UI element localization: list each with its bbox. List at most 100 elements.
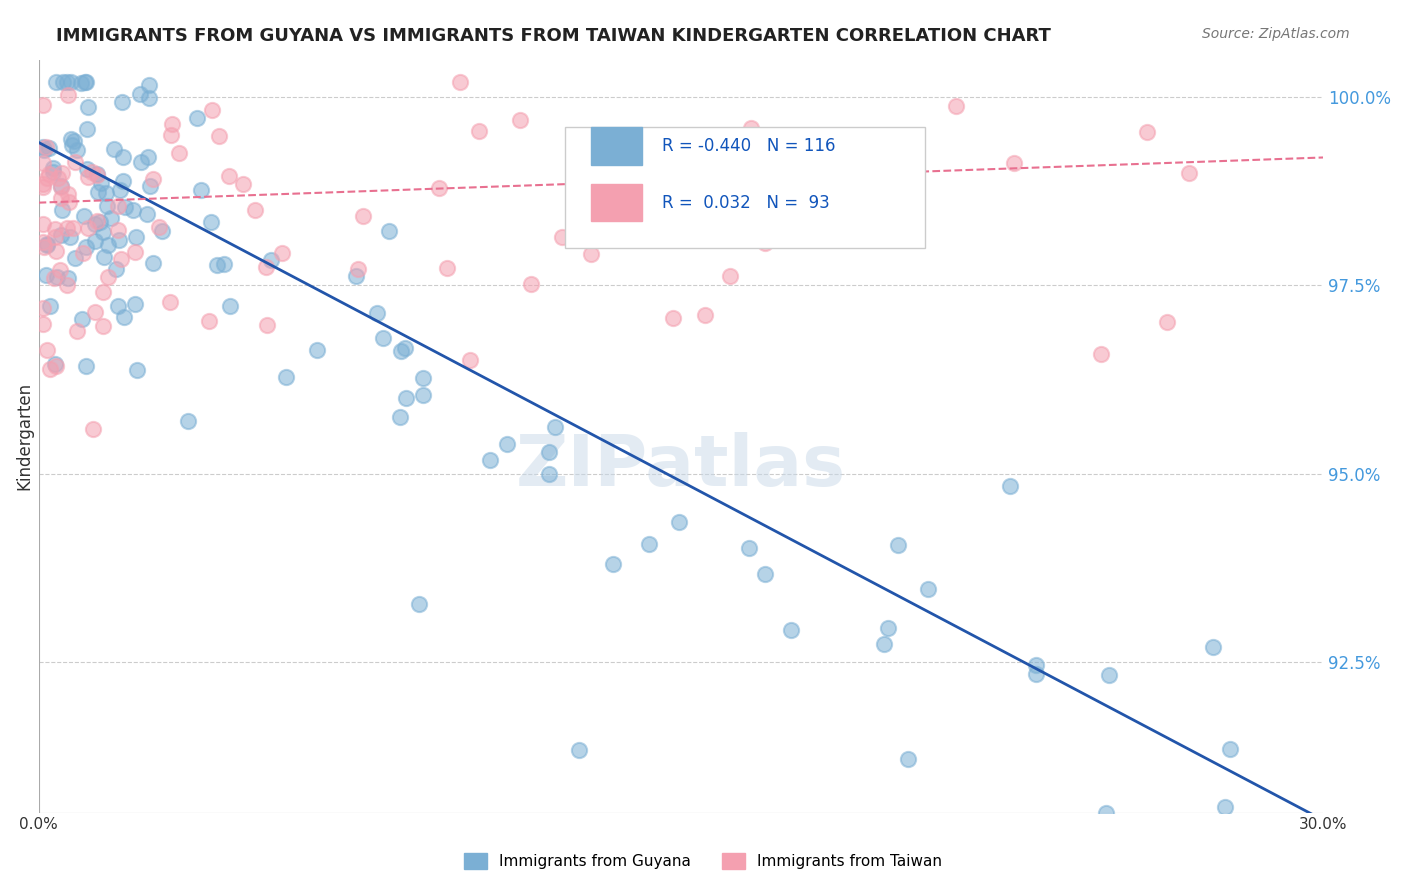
Immigrants from Guyana	[56, 75, 79, 89]
Immigrants from Taiwan	[38, 361, 60, 376]
Immigrants from Taiwan	[693, 308, 716, 322]
FancyBboxPatch shape	[565, 128, 925, 248]
Immigrants from Taiwan	[945, 99, 967, 113]
Immigrants from Guyana	[668, 515, 690, 529]
Immigrants from Taiwan	[91, 285, 114, 300]
Immigrants from Taiwan	[758, 176, 780, 190]
Immigrants from Guyana	[76, 122, 98, 136]
Immigrants from Guyana	[876, 621, 898, 635]
Immigrants from Taiwan	[35, 139, 58, 153]
Immigrants from Taiwan	[551, 229, 574, 244]
Immigrants from Taiwan	[1002, 155, 1025, 169]
Immigrants from Guyana	[42, 164, 65, 178]
Immigrants from Taiwan	[429, 181, 451, 195]
Immigrants from Guyana	[395, 391, 418, 405]
Immigrants from Taiwan	[740, 120, 762, 135]
Immigrants from Taiwan	[31, 317, 53, 331]
Immigrants from Guyana	[779, 623, 801, 637]
Immigrants from Taiwan	[45, 244, 67, 258]
Immigrants from Guyana	[44, 357, 66, 371]
Immigrants from Taiwan	[1156, 315, 1178, 329]
Immigrants from Taiwan	[232, 177, 254, 191]
Immigrants from Taiwan	[745, 219, 768, 233]
Immigrants from Taiwan	[31, 301, 53, 315]
Immigrants from Guyana	[38, 299, 60, 313]
Immigrants from Taiwan	[42, 271, 65, 285]
Immigrants from Guyana	[127, 363, 149, 377]
Immigrants from Guyana	[63, 135, 86, 149]
Immigrants from Taiwan	[142, 172, 165, 186]
Immigrants from Guyana	[59, 75, 82, 89]
Immigrants from Guyana	[111, 150, 134, 164]
Immigrants from Guyana	[177, 414, 200, 428]
Immigrants from Guyana	[63, 251, 86, 265]
Immigrants from Taiwan	[110, 252, 132, 266]
Immigrants from Guyana	[70, 312, 93, 326]
Immigrants from Guyana	[378, 224, 401, 238]
Immigrants from Guyana	[138, 90, 160, 104]
Immigrants from Guyana	[150, 223, 173, 237]
Immigrants from Guyana	[200, 215, 222, 229]
Immigrants from Guyana	[49, 179, 72, 194]
Immigrants from Taiwan	[666, 160, 689, 174]
Immigrants from Taiwan	[159, 294, 181, 309]
Immigrants from Guyana	[86, 167, 108, 181]
Immigrants from Guyana	[76, 162, 98, 177]
Immigrants from Guyana	[1000, 479, 1022, 493]
Immigrants from Taiwan	[167, 145, 190, 160]
Immigrants from Guyana	[38, 141, 60, 155]
Immigrants from Taiwan	[200, 103, 222, 118]
Immigrants from Guyana	[754, 567, 776, 582]
Immigrants from Guyana	[1098, 668, 1121, 682]
Immigrants from Taiwan	[86, 214, 108, 228]
Immigrants from Guyana	[887, 538, 910, 552]
Immigrants from Taiwan	[86, 168, 108, 182]
Text: R = -0.440   N = 116: R = -0.440 N = 116	[662, 137, 835, 155]
Bar	[591, 128, 643, 165]
Immigrants from Guyana	[1202, 640, 1225, 654]
Immigrants from Guyana	[46, 270, 69, 285]
Immigrants from Guyana	[391, 344, 413, 359]
Immigrants from Guyana	[738, 541, 761, 555]
Immigrants from Guyana	[49, 228, 72, 243]
Immigrants from Guyana	[495, 437, 517, 451]
Immigrants from Guyana	[112, 174, 135, 188]
Immigrants from Guyana	[60, 138, 83, 153]
Immigrants from Guyana	[32, 143, 55, 157]
Immigrants from Taiwan	[82, 164, 104, 178]
Immigrants from Taiwan	[458, 353, 481, 368]
Immigrants from Guyana	[602, 557, 624, 571]
Immigrants from Taiwan	[468, 124, 491, 138]
Immigrants from Guyana	[77, 100, 100, 114]
Immigrants from Taiwan	[51, 179, 73, 194]
Text: IMMIGRANTS FROM GUYANA VS IMMIGRANTS FROM TAIWAN KINDERGARTEN CORRELATION CHART: IMMIGRANTS FROM GUYANA VS IMMIGRANTS FRO…	[56, 27, 1052, 45]
Immigrants from Guyana	[108, 183, 131, 197]
Immigrants from Guyana	[408, 598, 430, 612]
Immigrants from Taiwan	[72, 245, 94, 260]
Immigrants from Taiwan	[160, 118, 183, 132]
Immigrants from Guyana	[412, 388, 434, 402]
Immigrants from Taiwan	[509, 113, 531, 128]
Immigrants from Guyana	[58, 271, 80, 285]
Immigrants from Guyana	[60, 132, 83, 146]
Immigrants from Guyana	[1025, 658, 1047, 673]
Immigrants from Guyana	[537, 467, 560, 482]
Immigrants from Guyana	[93, 250, 115, 264]
Immigrants from Guyana	[1094, 805, 1116, 820]
Immigrants from Taiwan	[1136, 125, 1159, 139]
Immigrants from Guyana	[274, 370, 297, 384]
Immigrants from Taiwan	[718, 269, 741, 284]
Immigrants from Guyana	[917, 582, 939, 597]
Immigrants from Guyana	[37, 237, 59, 252]
Immigrants from Taiwan	[97, 270, 120, 285]
Immigrants from Taiwan	[160, 128, 183, 142]
Immigrants from Guyana	[568, 742, 591, 756]
Immigrants from Taiwan	[32, 235, 55, 249]
Immigrants from Guyana	[73, 75, 96, 89]
Immigrants from Guyana	[90, 176, 112, 190]
Immigrants from Guyana	[125, 230, 148, 244]
Immigrants from Taiwan	[208, 129, 231, 144]
Immigrants from Taiwan	[643, 219, 665, 234]
Immigrants from Taiwan	[614, 183, 637, 197]
Bar	[591, 184, 643, 221]
